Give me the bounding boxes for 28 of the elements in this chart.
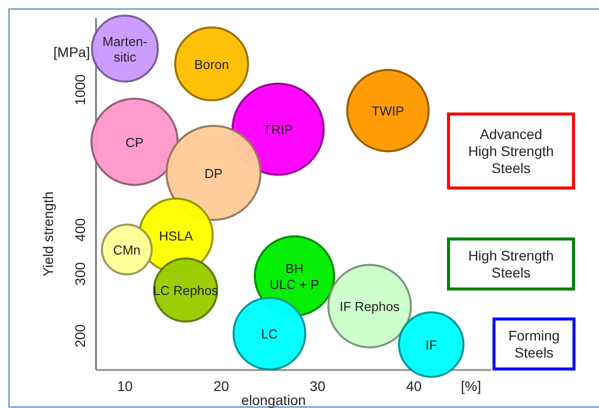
- series-label: LC Rephos: [153, 282, 219, 298]
- annotation: High Strength Steels: [468, 248, 554, 280]
- y-axis-title: Yield strength: [40, 191, 56, 277]
- text: [%]: [460, 378, 482, 394]
- series-label: TWIP: [372, 103, 404, 118]
- series-label: IF Rephos: [340, 298, 400, 314]
- y-tick-label: 200: [72, 324, 88, 348]
- x-tick-label: 10: [117, 378, 133, 394]
- series-label: CMn: [113, 242, 141, 257]
- series-label: BH ULC + P: [270, 260, 320, 292]
- x-tick-label: 30: [310, 378, 326, 394]
- series-label: CP: [126, 134, 144, 150]
- text: Forming Steels: [508, 328, 560, 360]
- series-label: DP: [204, 165, 223, 180]
- series-label: HSLA: [158, 228, 194, 243]
- y-tick-label: 300: [72, 262, 88, 286]
- series-label: Boron: [194, 56, 229, 72]
- series-label: Marten- sitic: [102, 33, 148, 64]
- annotation: Advanced High Strength Steels: [468, 126, 554, 176]
- series-label: IF: [425, 337, 438, 352]
- series-label: LC: [261, 326, 278, 342]
- y-tick-label: 1000: [72, 74, 88, 106]
- y-tick-label: 400: [72, 218, 88, 242]
- series-label: TRIP: [263, 122, 293, 137]
- x-tick-label: 40: [406, 378, 422, 394]
- x-axis-title: elongation: [241, 392, 306, 408]
- x-tick-label: 20: [213, 378, 230, 394]
- text: [MPa]: [53, 44, 90, 60]
